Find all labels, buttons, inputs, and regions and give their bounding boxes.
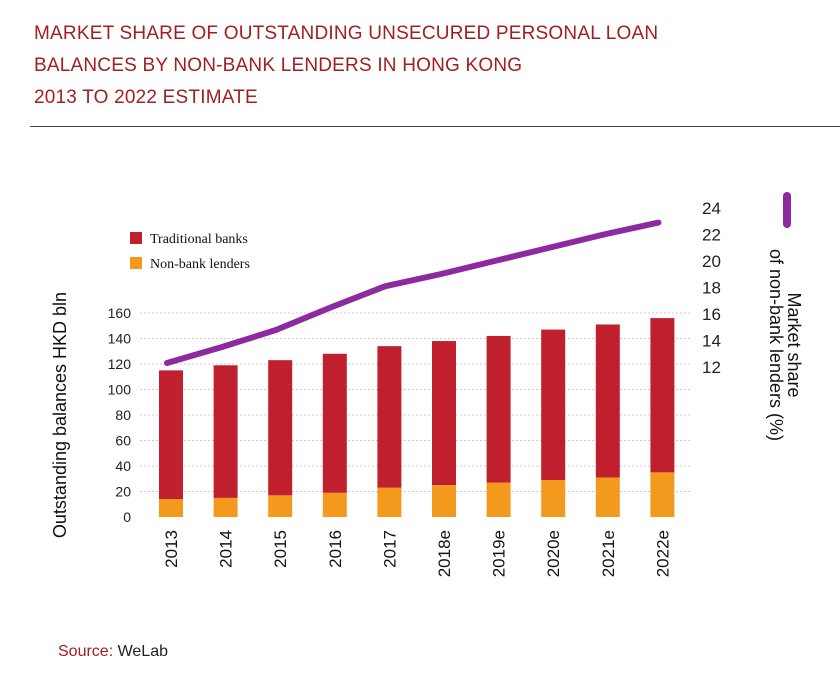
y-tick-label: 100 [108, 382, 132, 398]
source-value: WeLab [117, 643, 168, 660]
bar-traditional-banks [541, 329, 566, 481]
y-axis-label: Outstanding balances HKD bln [50, 292, 70, 538]
bar-traditional-banks [377, 346, 402, 488]
title-line-1: MARKET SHARE OF OUTSTANDING UNSECURED PE… [34, 23, 659, 44]
y-tick-label: 20 [115, 484, 131, 500]
bar-non-bank-lenders [377, 487, 402, 517]
x-tick-label: 2013 [162, 530, 181, 568]
x-tick-label: 2020e [544, 530, 563, 577]
y2-tick-label: 24 [702, 199, 721, 218]
source-note: Source: WeLab [58, 643, 168, 661]
bar-traditional-banks [432, 341, 456, 486]
y-tick-label: 140 [108, 331, 132, 347]
bar-non-bank-lenders [541, 480, 566, 517]
x-tick-label: 2022e [653, 530, 672, 577]
bar-traditional-banks [268, 360, 293, 496]
bar-non-bank-lenders [486, 482, 511, 517]
bar-non-bank-lenders [595, 477, 620, 517]
legend-swatch [130, 232, 142, 244]
y-tick-label: 40 [115, 458, 131, 474]
bar-traditional-banks [650, 318, 675, 473]
legend-swatch [130, 257, 142, 269]
bar-non-bank-lenders [432, 485, 456, 517]
y-tick-label: 80 [115, 407, 131, 423]
bar-non-bank-lenders [213, 497, 238, 517]
y-tick-label: 0 [123, 509, 131, 525]
x-tick-label: 2014 [217, 530, 236, 568]
y-tick-label: 160 [108, 305, 132, 321]
legend-label: Non-bank lenders [150, 257, 250, 272]
x-tick-label: 2016 [326, 530, 345, 568]
title-line-3: 2013 TO 2022 ESTIMATE [34, 87, 258, 108]
y2-tick-label: 12 [702, 358, 721, 377]
title-divider [30, 126, 840, 127]
title-line-2: BALANCES BY NON-BANK LENDERS IN HONG KON… [34, 55, 523, 76]
legend-label: Traditional banks [150, 232, 248, 247]
bar-traditional-banks [486, 335, 511, 483]
x-tick-label: 2018e [435, 530, 454, 577]
y2-axis-label-line-2: of non-bank lenders (%) [766, 249, 786, 441]
chart-title: MARKET SHARE OF OUTSTANDING UNSECURED PE… [34, 18, 814, 114]
x-tick-label: 2017 [380, 530, 399, 568]
bar-non-bank-lenders [159, 499, 183, 517]
x-tick-label: 2021e [599, 530, 618, 577]
x-tick-label: 2015 [271, 530, 290, 568]
x-tick-label: 2019e [490, 530, 509, 577]
bar-traditional-banks [322, 353, 347, 493]
bar-non-bank-lenders [650, 472, 675, 517]
y2-tick-label: 14 [702, 332, 721, 351]
source-label: Source: [58, 643, 114, 660]
bar-traditional-banks [213, 365, 238, 498]
y2-tick-label: 20 [702, 252, 721, 271]
y2-tick-label: 18 [702, 279, 721, 298]
y2-tick-label: 22 [702, 226, 721, 245]
bar-non-bank-lenders [322, 492, 347, 517]
bar-traditional-banks [595, 324, 620, 478]
y2-tick-label: 16 [702, 305, 721, 324]
bar-traditional-banks [159, 370, 183, 500]
y-tick-label: 60 [115, 433, 131, 449]
bar-non-bank-lenders [268, 495, 293, 517]
market-share-line [164, 219, 662, 367]
y2-axis-label-line-1: Market share [784, 292, 804, 397]
y-tick-label: 120 [108, 356, 132, 372]
